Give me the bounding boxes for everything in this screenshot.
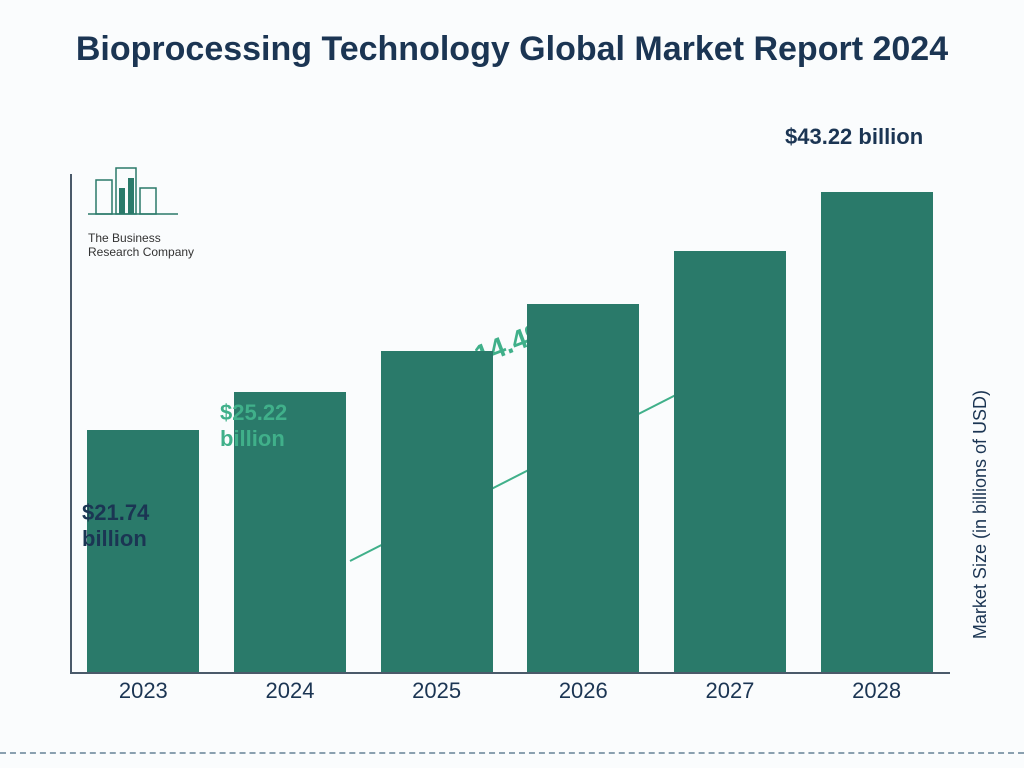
bar-2026 xyxy=(527,304,639,672)
bar-2027 xyxy=(674,251,786,672)
x-labels: 2023 2024 2025 2026 2027 2028 xyxy=(70,678,950,710)
callout-2024: $25.22 billion xyxy=(220,400,340,452)
bars-container xyxy=(70,172,950,672)
chart-title: Bioprocessing Technology Global Market R… xyxy=(0,28,1024,71)
chart-area: CAGR 14.4% 2023 2024 2025 2026 2027 2028… xyxy=(70,150,950,710)
bar-2025 xyxy=(381,351,493,672)
xlabel-2023: 2023 xyxy=(87,678,199,704)
callout-2028: $43.22 billion xyxy=(785,124,945,150)
x-axis xyxy=(70,672,950,674)
xlabel-2025: 2025 xyxy=(381,678,493,704)
xlabel-2027: 2027 xyxy=(674,678,786,704)
page-root: Bioprocessing Technology Global Market R… xyxy=(0,0,1024,768)
callout-2023: $21.74 billion xyxy=(82,500,202,552)
y-axis-label: Market Size (in billions of USD) xyxy=(970,390,991,639)
xlabel-2024: 2024 xyxy=(234,678,346,704)
bar-2028 xyxy=(821,192,933,672)
bottom-dashed-line xyxy=(0,752,1024,754)
xlabel-2028: 2028 xyxy=(821,678,933,704)
xlabel-2026: 2026 xyxy=(527,678,639,704)
